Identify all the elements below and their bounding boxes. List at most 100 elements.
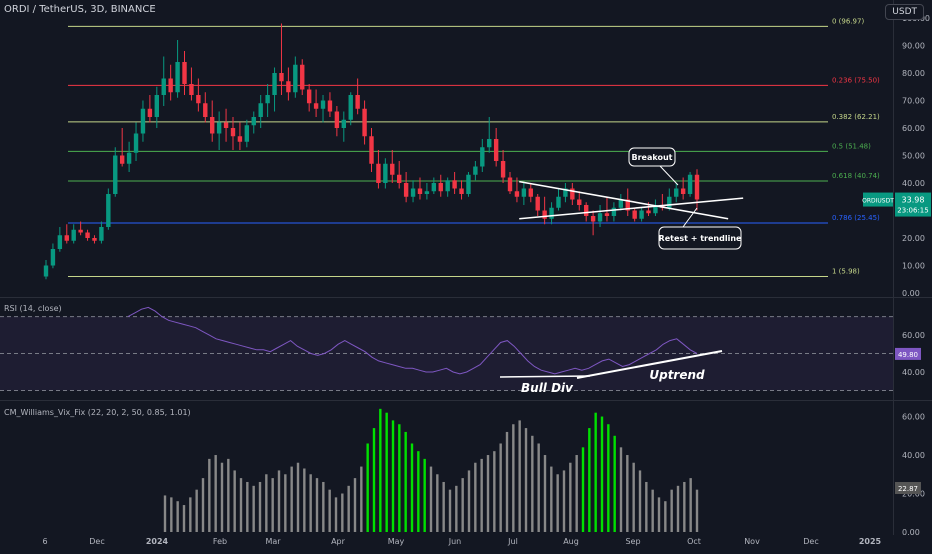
vix-bar (176, 501, 179, 532)
time-tick-label: 2025 (859, 537, 882, 546)
vix-bar (201, 478, 205, 532)
time-tick-label: Oct (687, 537, 701, 546)
vix-bar (664, 501, 667, 532)
candle-body (175, 62, 180, 93)
vix-bar (265, 474, 268, 532)
vix-bar (505, 431, 509, 532)
vix-bar (645, 481, 648, 532)
vix-bar (309, 474, 312, 532)
candle-body (577, 199, 582, 205)
fib-level-label: 0 (96.97) (832, 17, 864, 25)
candle-body (147, 108, 153, 117)
vix-bar (569, 462, 572, 532)
vix-bar (258, 481, 262, 532)
vix-bar (429, 466, 433, 532)
time-tick-label: Jul (507, 537, 518, 546)
vix-bar (695, 489, 699, 532)
vix-bar (537, 443, 540, 532)
vix-bar (182, 505, 186, 532)
vix-bar (366, 443, 369, 532)
last-price-label: 33.98 (902, 196, 925, 205)
candle-body (625, 199, 630, 211)
vix-bar (581, 447, 585, 532)
vix-bar (246, 481, 249, 532)
vix-bar (493, 451, 496, 532)
candle-body (369, 136, 374, 164)
price-tick-label: 0.00 (902, 289, 920, 298)
vix-panel[interactable]: CM_Williams_Vix_Fix (22, 20, 2, 50, 0.85… (4, 408, 925, 537)
fib-level-label: 0.786 (25.45) (832, 214, 880, 222)
candle-body (113, 155, 118, 194)
candle-body (306, 89, 312, 104)
price-tick-label: 40.00 (902, 179, 925, 188)
time-tick-label: Mar (265, 537, 281, 546)
vix-bar (531, 435, 534, 532)
price-tick-label: 20.00 (902, 234, 925, 243)
candle-body (140, 108, 146, 134)
vix-bar (372, 428, 376, 532)
candle-body (196, 95, 201, 104)
vix-bar (442, 481, 445, 532)
vix-bar (486, 455, 490, 532)
vix-bar (689, 478, 692, 532)
retest-label: Retest + trendline (659, 234, 742, 243)
candle-body (646, 210, 651, 214)
candle-body (466, 174, 471, 194)
vix-tick-label: 60.00 (902, 413, 925, 422)
vix-bar (208, 458, 211, 532)
rsi-tick-label: 40.00 (902, 368, 925, 377)
fib-level-label: 1 (5.98) (832, 268, 860, 276)
vix-bar (632, 462, 635, 532)
price-panel[interactable]: 0.0010.0020.0030.0040.0050.0060.0070.008… (43, 14, 931, 298)
candle-body (57, 235, 63, 249)
time-axis[interactable]: 6 Dec 2024 Feb Mar Apr May Jun Jul Aug Sep Oct Nov De… (42, 537, 881, 546)
candle-body (133, 133, 139, 153)
vix-bar (588, 428, 591, 532)
currency-button[interactable]: USDT (885, 4, 924, 20)
time-tick-label: Nov (744, 537, 760, 546)
candle-body (341, 119, 346, 128)
vix-bar (277, 470, 281, 532)
candle-body (597, 213, 603, 222)
candle-body (618, 199, 624, 208)
vix-bar (303, 468, 306, 532)
candle-body (493, 139, 499, 161)
vix-bar (328, 489, 331, 532)
candle-body (99, 227, 104, 241)
vix-bar (613, 435, 616, 532)
candle-body (397, 174, 402, 183)
rsi-last-badge (895, 347, 921, 360)
candle-body (507, 177, 513, 192)
vix-last-label: 22.87 (898, 485, 918, 493)
candle-body (119, 155, 125, 164)
symbol-price-label: ORDIUSDT (862, 198, 894, 205)
vix-bar (455, 485, 458, 532)
rsi-panel[interactable]: RSI (14, close) 40.00 60.00 49.80 Bull Div Up… (0, 304, 925, 395)
price-tick-label: 10.00 (902, 262, 925, 271)
candle-body (542, 210, 547, 219)
candle-body (279, 73, 284, 82)
candle-body (632, 210, 637, 219)
vix-bar (626, 455, 629, 532)
bull-div-label: Bull Div (521, 381, 574, 395)
vix-bar (638, 470, 642, 532)
candle-body (154, 95, 160, 117)
candle-body (487, 139, 492, 148)
vix-bar (461, 478, 464, 532)
candle-body (286, 81, 291, 93)
rsi-line (127, 306, 698, 375)
candle-body (514, 191, 520, 197)
candle-body (43, 265, 49, 277)
candle-body (106, 194, 111, 227)
time-tick-label: Feb (213, 537, 227, 546)
vix-bar (423, 458, 426, 532)
candle-body (417, 188, 423, 194)
candle-body (210, 117, 215, 134)
candle-body (251, 117, 256, 126)
candle-body (639, 210, 644, 219)
vix-bar (512, 424, 515, 532)
candle-body (459, 188, 464, 194)
candle-body (556, 196, 561, 208)
